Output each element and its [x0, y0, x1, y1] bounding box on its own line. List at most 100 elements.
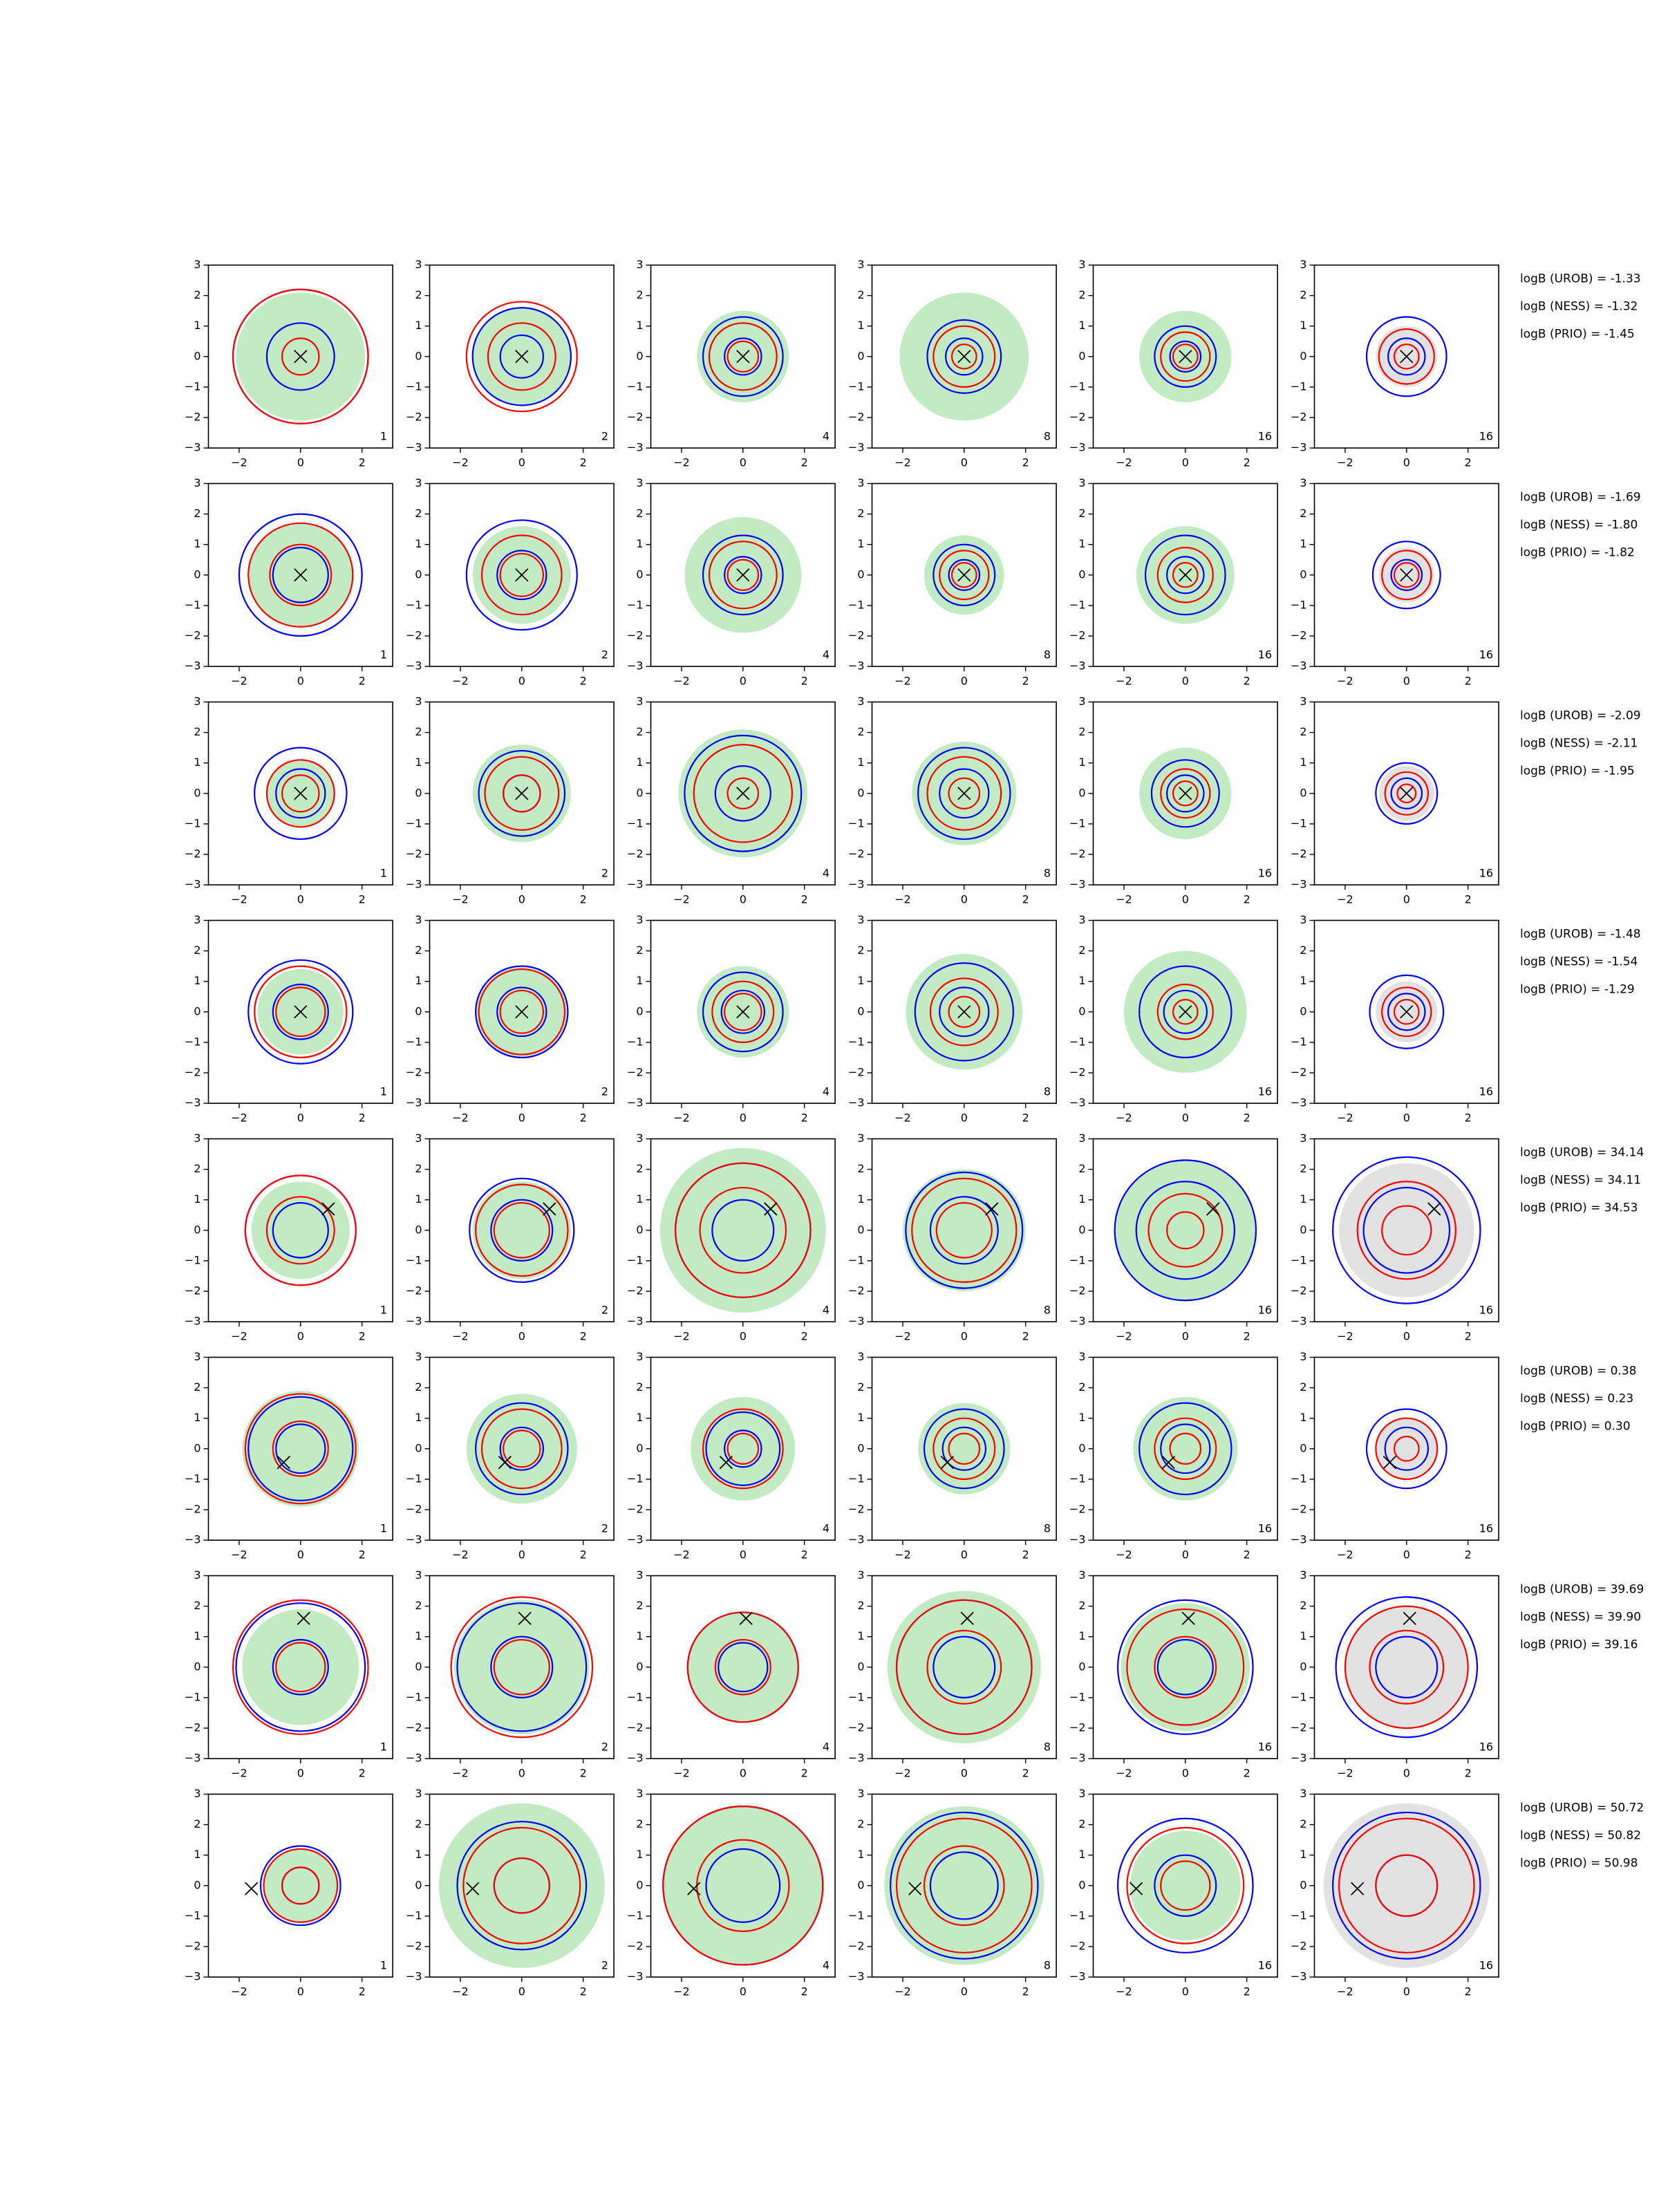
y-tick-label: −3 — [848, 1752, 865, 1765]
y-tick-label: 1 — [194, 319, 200, 332]
y-tick-label: 3 — [1300, 1787, 1306, 1800]
truth-marker — [515, 350, 529, 364]
panel: −2 0 2 −3 −2 −1 0 1 2 3 8 — [848, 1350, 1057, 1562]
x-tick-label: 0 — [961, 1767, 968, 1780]
panel-label: 1 — [380, 1085, 387, 1098]
logb-label: logB (UROB) = 39.69 — [1520, 1583, 1644, 1597]
x-tick-label: −2 — [1337, 1767, 1353, 1780]
x-tick-label: −2 — [1116, 1985, 1132, 1998]
marker-stroke — [1130, 1882, 1143, 1895]
blue-contour — [702, 534, 784, 616]
blue-contour — [926, 319, 1002, 394]
panel: −2 0 2 −3 −2 −1 0 1 2 3 1 — [185, 913, 393, 1125]
y-tick-label: −2 — [848, 847, 865, 861]
panel: −2 0 2 −3 −2 −1 0 1 2 3 8 — [848, 258, 1057, 469]
marker-stroke — [515, 350, 529, 364]
y-tick-label: −3 — [185, 659, 201, 673]
x-tick-label: −2 — [1116, 893, 1132, 906]
y-tick-label: 2 — [1300, 944, 1306, 957]
y-tick-label: 0 — [857, 1223, 864, 1236]
y-tick-label: 0 — [636, 1441, 643, 1454]
blue-contour — [1369, 974, 1445, 1049]
x-tick-label: −2 — [1116, 675, 1132, 688]
x-tick-label: −2 — [1116, 1330, 1132, 1343]
logb-label: logB (UROB) = -1.69 — [1520, 491, 1641, 505]
y-tick-label: −3 — [185, 1533, 201, 1546]
y-tick-label: 1 — [194, 1411, 200, 1424]
blue-contour — [1166, 556, 1205, 594]
red-contour — [674, 1162, 812, 1298]
logb-label: logB (PRIO) = 0.30 — [1520, 1420, 1631, 1434]
y-tick-label: −1 — [185, 379, 201, 393]
panel: −2 0 2 −3 −2 −1 0 1 2 3 2 — [406, 1350, 615, 1562]
y-tick-label: −3 — [848, 1970, 865, 1983]
y-tick-label: −3 — [406, 1315, 422, 1328]
panel-label: 16 — [1479, 648, 1493, 662]
y-tick-label: −3 — [406, 1970, 422, 1983]
panel: −2 0 2 −3 −2 −1 0 1 2 3 8 — [848, 695, 1057, 906]
blue-contour — [1138, 1402, 1232, 1496]
y-tick-label: 0 — [636, 786, 643, 799]
density-fill — [1130, 1830, 1241, 1941]
marker-stroke — [294, 1005, 308, 1019]
y-tick-label: −3 — [406, 1533, 422, 1546]
panel: −2 0 2 −3 −2 −1 0 1 2 3 1 — [185, 695, 393, 906]
red-contour — [923, 1845, 1005, 1927]
blue-contour — [1116, 1817, 1254, 1953]
y-tick-label: 0 — [1300, 1004, 1306, 1018]
red-contour — [662, 1806, 824, 1966]
panel: −2 0 2 −3 −2 −1 0 1 2 3 4 — [627, 695, 836, 906]
x-tick-label: 0 — [1182, 1767, 1189, 1780]
y-tick-label: −1 — [1069, 379, 1086, 393]
y-tick-label: 1 — [1078, 974, 1085, 987]
red-contour — [939, 550, 990, 601]
panel-label: 16 — [1258, 1522, 1272, 1535]
panel: −2 0 2 −3 −2 −1 0 1 2 3 16 — [1291, 913, 1499, 1125]
red-contour — [499, 552, 545, 597]
y-tick-label: −1 — [1069, 1690, 1086, 1703]
x-tick-label: 0 — [1403, 1548, 1410, 1562]
x-tick-label: 2 — [1022, 1985, 1029, 1998]
blue-contour — [275, 1423, 326, 1474]
y-tick-label: −3 — [406, 1096, 422, 1109]
marker-stroke — [1181, 1611, 1195, 1625]
y-tick-label: −1 — [1069, 1909, 1086, 1922]
marker-stroke — [960, 1611, 974, 1625]
y-tick-label: 0 — [1300, 786, 1306, 799]
y-tick-label: 2 — [194, 1380, 200, 1394]
red-contour — [895, 1599, 1033, 1735]
blue-contour — [1166, 774, 1205, 813]
y-tick-label: −2 — [1069, 1721, 1086, 1734]
blue-contour — [941, 1426, 987, 1471]
y-tick-label: −1 — [848, 1909, 865, 1922]
y-tick-label: −2 — [406, 1066, 422, 1079]
y-tick-label: −1 — [1291, 1472, 1307, 1485]
y-tick-label: 2 — [636, 507, 643, 520]
x-tick-label: −2 — [452, 1548, 469, 1562]
x-tick-label: 0 — [297, 1767, 304, 1780]
y-tick-label: −3 — [185, 1315, 201, 1328]
marker-stroke — [1427, 1202, 1441, 1216]
blue-contour — [1169, 340, 1202, 373]
y-tick-label: 3 — [415, 913, 422, 926]
y-tick-label: 2 — [857, 1599, 864, 1612]
truth-marker — [515, 1005, 529, 1019]
red-contour — [493, 1639, 550, 1696]
marker-stroke — [736, 568, 750, 582]
y-tick-label: −3 — [1069, 659, 1086, 673]
y-tick-label: 2 — [1300, 725, 1306, 738]
red-contour — [929, 977, 999, 1047]
x-tick-label: 0 — [1403, 456, 1410, 469]
x-tick-label: 0 — [297, 1112, 304, 1125]
red-contour — [932, 1417, 996, 1480]
blue-contour — [948, 559, 981, 591]
red-contour — [480, 534, 563, 616]
y-tick-label: −3 — [406, 1752, 422, 1765]
blue-contour — [705, 1848, 781, 1923]
y-tick-label: 0 — [415, 1004, 422, 1018]
x-tick-label: 2 — [1465, 893, 1472, 906]
x-tick-label: 0 — [961, 893, 968, 906]
y-tick-label: −2 — [1291, 1721, 1307, 1734]
y-tick-label: −1 — [185, 1909, 201, 1922]
y-tick-label: 2 — [194, 1817, 200, 1830]
